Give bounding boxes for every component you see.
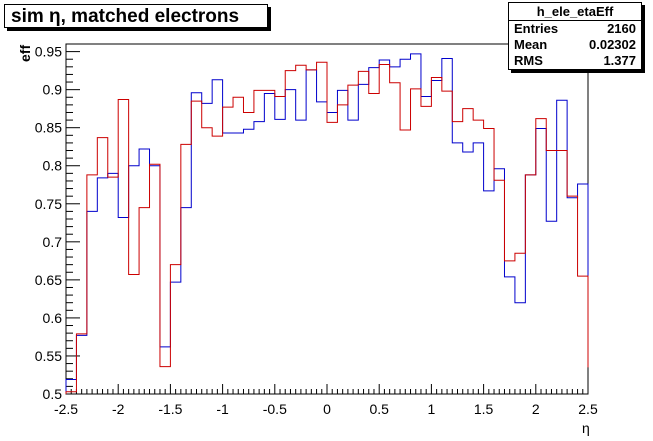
x-axis-label: η	[582, 420, 590, 436]
y-tick-label: 0.95	[35, 44, 62, 60]
stats-value: 0.02302	[589, 37, 636, 52]
x-tick-label: 2.5	[578, 401, 598, 417]
y-tick-label: 0.7	[43, 234, 63, 250]
x-tick-label: 2	[532, 401, 540, 417]
stats-box: h_ele_etaEff Entries 2160 Mean 0.02302 R…	[508, 2, 642, 70]
stats-label: Mean	[514, 37, 548, 52]
stats-histogram-name: h_ele_etaEff	[509, 3, 641, 21]
chart-title-text: sim η, matched electrons	[11, 6, 240, 27]
histogram-series	[65, 53, 589, 394]
y-tick-label: 0.9	[43, 82, 63, 98]
y-tick-label: 0.85	[35, 120, 62, 136]
y-tick-label: 0.75	[35, 196, 62, 212]
histogram-line-series-2	[65, 61, 589, 394]
y-tick-label: 0.55	[35, 348, 62, 364]
y-axis-label: eff	[17, 45, 33, 62]
x-tick-label: -1.5	[158, 401, 182, 417]
y-tick-label: 0.5	[43, 386, 63, 402]
stats-row-mean: Mean 0.02302	[509, 37, 641, 53]
stats-value: 1.377	[603, 53, 636, 68]
stats-label: RMS	[514, 53, 543, 68]
axis-ticks	[65, 43, 589, 395]
x-tick-label: -2	[112, 401, 125, 417]
stats-row-rms: RMS 1.377	[509, 53, 641, 69]
x-tick-label: 0	[323, 401, 331, 417]
chart-title: sim η, matched electrons	[4, 4, 268, 28]
x-tick-label: 0.5	[369, 401, 389, 417]
y-tick-label: 0.65	[35, 272, 62, 288]
x-tick-label: -1	[216, 401, 229, 417]
y-tick-label: 0.8	[43, 158, 63, 174]
stats-value: 2160	[607, 21, 636, 36]
x-tick-label: 1.5	[474, 401, 494, 417]
x-tick-label: -2.5	[54, 401, 78, 417]
stats-label: Entries	[514, 21, 559, 36]
x-tick-labels: -2.5 -2 -1.5 -1 -0.5 0 0.5 1 1.5 2 2.5	[54, 401, 598, 417]
x-tick-label: 1	[428, 401, 436, 417]
y-tick-labels: 0.5 0.55 0.6 0.65 0.7 0.75 0.8 0.85 0.9 0.95	[35, 44, 62, 402]
y-tick-label: 0.6	[43, 310, 63, 326]
x-tick-label: -0.5	[263, 401, 287, 417]
stats-row-entries: Entries 2160	[509, 21, 641, 37]
